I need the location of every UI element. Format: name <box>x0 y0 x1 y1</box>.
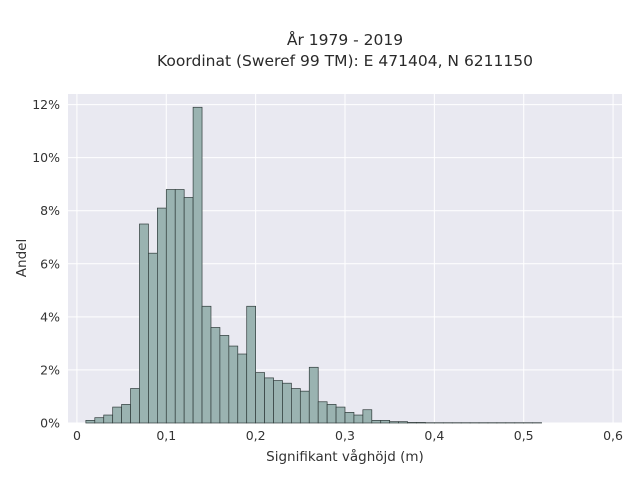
histogram-bar <box>130 388 140 424</box>
y-tick-labels: 0% 2% 4% 6% 8% 10% 12% <box>32 97 60 430</box>
chart-title-line-2: Koordinat (Sweref 99 TM): E 471404, N 62… <box>157 52 533 70</box>
histogram-bar <box>103 414 114 424</box>
histogram-bar <box>317 401 328 424</box>
histogram-bar <box>94 417 105 424</box>
histogram-bar <box>183 197 194 424</box>
chart-title-line-1: År 1979 - 2019 <box>287 30 403 49</box>
x-tick-label: 0,5 <box>514 428 534 443</box>
y-tick-label: 10% <box>32 150 60 165</box>
x-tick-label: 0,1 <box>156 428 176 443</box>
y-tick-label: 0% <box>40 416 60 431</box>
y-tick-label: 2% <box>40 362 60 377</box>
y-tick-label: 6% <box>40 256 60 271</box>
histogram-bar <box>407 422 417 424</box>
x-tick-labels: 0 0,1 0,2 0,3 0,4 0,5 0,6 <box>73 428 623 443</box>
histogram-bar <box>362 409 373 424</box>
histogram-bar <box>121 404 131 424</box>
histogram-bar <box>201 305 212 424</box>
histogram-bar <box>273 380 283 424</box>
x-tick-label: 0,3 <box>335 428 355 443</box>
histogram-bar <box>85 420 96 424</box>
y-tick-label: 12% <box>32 97 60 112</box>
histogram-bar <box>219 335 230 424</box>
histogram-bar <box>228 345 239 424</box>
histogram-bar <box>344 412 355 424</box>
histogram-bar <box>398 421 408 424</box>
x-tick-label: 0,6 <box>603 428 623 443</box>
histogram-bar <box>192 106 203 424</box>
histogram-bars <box>85 106 542 424</box>
histogram-bar <box>299 390 310 424</box>
histogram-bar <box>157 207 167 424</box>
histogram-bar <box>246 305 257 424</box>
histogram-bar <box>255 372 265 424</box>
histogram-bar <box>174 189 185 424</box>
histogram-bar <box>282 382 292 424</box>
histogram-bar <box>326 404 337 424</box>
histogram-bar <box>237 353 248 424</box>
histogram-bar <box>291 388 301 424</box>
histogram-bar <box>353 414 364 424</box>
histogram-bar <box>380 420 391 424</box>
histogram-bar <box>416 422 426 424</box>
histogram-bar <box>264 377 274 424</box>
histogram-bar <box>148 252 158 424</box>
histogram-bar <box>389 421 399 424</box>
histogram-bar <box>165 189 176 424</box>
y-tick-label: 8% <box>40 203 60 218</box>
histogram-bar <box>210 327 221 424</box>
x-axis-label: Signifikant våghöjd (m) <box>266 448 424 465</box>
x-tick-label: 0,2 <box>246 428 266 443</box>
x-tick-label: 0 <box>73 428 81 443</box>
histogram-bar <box>335 406 346 424</box>
histogram-bar <box>308 366 319 424</box>
x-tick-label: 0,4 <box>424 428 444 443</box>
y-axis-label: Andel <box>14 239 30 277</box>
histogram-bar <box>139 223 149 424</box>
y-tick-label: 4% <box>40 309 60 324</box>
histogram-bar <box>112 406 122 424</box>
histogram-bar <box>371 420 382 424</box>
